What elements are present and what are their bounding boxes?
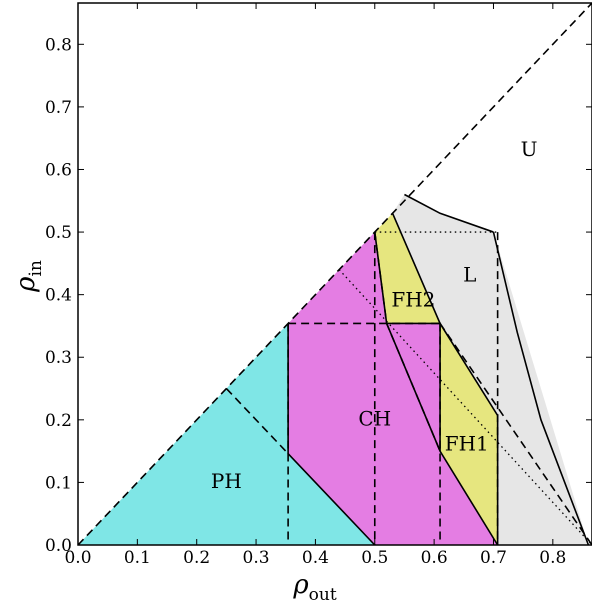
y-tick-label: 0.3 [45,348,72,368]
x-tick-label: 0.7 [480,548,507,568]
region-labels: PH CH FH1 FH2 L U [211,137,538,493]
x-tick-label: 0.1 [124,548,151,568]
region-ch [288,232,498,546]
diagonal-line [77,2,592,546]
y-tick-label: 0.8 [45,35,72,55]
x-tick-label: 0.4 [302,548,329,568]
y-tick-label: 0.2 [45,411,72,431]
l-top-boundary [404,193,494,233]
ph-ch-boundary [287,323,376,546]
x-axis-title: ρout [292,570,336,601]
x-tick-label: 0.8 [539,548,566,568]
region-fh1 [440,323,498,545]
y-tick-label: 0.5 [45,223,72,243]
fh-right-boundary [391,212,499,545]
phase-regions [78,194,589,546]
dashed-curve [373,231,441,452]
y-tick-label: 0.4 [45,286,72,306]
axis-ticks: 0.0 0.1 0.2 0.3 0.4 0.5 0.6 0.7 0.8 0.0 0.1 0.2 0.3 0… [45,3,592,568]
x-tick-label: 0.6 [421,548,448,568]
region-label-fh1: FH1 [445,431,489,455]
y-axis-title: ρin [11,260,46,293]
x-tick-label: 0.2 [183,548,210,568]
region-ph [78,323,375,545]
l-right-boundary [492,231,590,546]
region-label-ch: CH [358,406,391,430]
region-label-u: U [521,137,538,161]
dashed-diagonal-right [439,322,592,546]
x-tick-label: 0.0 [64,548,91,568]
x-tick-label: 0.5 [361,548,388,568]
region-l [392,194,589,545]
y-tick-label: 0.0 [45,536,72,556]
region-label-ph: PH [211,469,242,493]
y-tick-label: 0.7 [45,98,72,118]
region-label-fh2: FH2 [391,287,435,311]
y-tick-label: 0.1 [45,473,72,493]
region-label-l: L [463,262,476,286]
fh-inner-boundary [386,322,441,452]
y-tick-label: 0.6 [45,160,72,180]
boundary-lines [77,2,592,546]
plot-frame [77,2,592,546]
x-tick-label: 0.3 [243,548,270,568]
ph-dash-diagonal [225,387,289,455]
region-fh2 [374,213,441,324]
